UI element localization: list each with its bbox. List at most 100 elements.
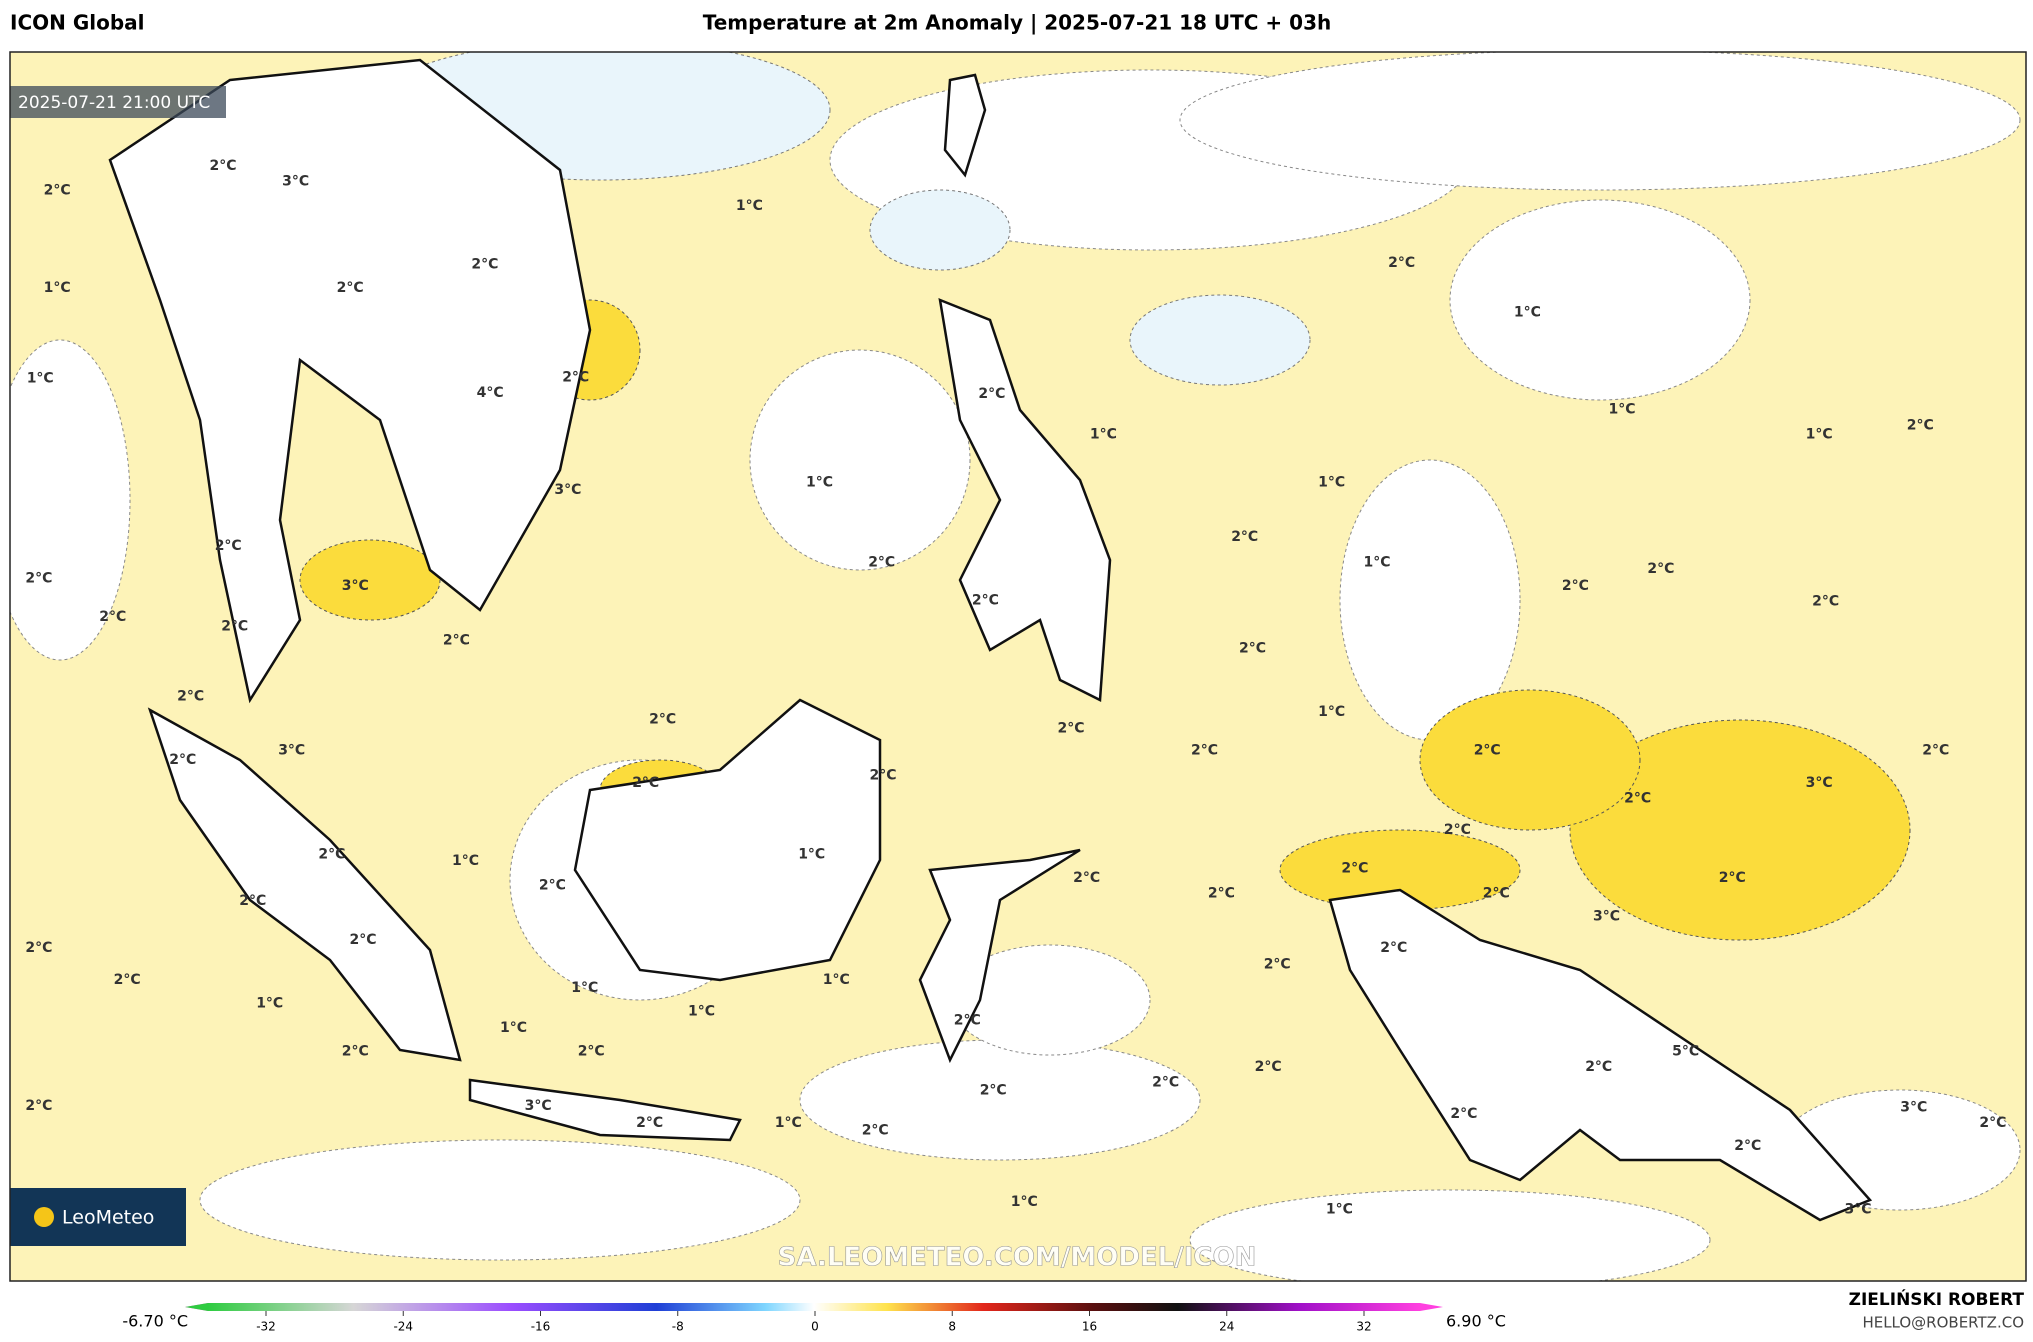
contour-label: 2°C	[1907, 417, 1934, 433]
contour-label: 1°C	[1363, 555, 1390, 571]
contour-label: 2°C	[1191, 743, 1218, 759]
map	[10, 52, 2026, 1281]
contour-label: 2°C	[1922, 743, 1949, 759]
contour-label: 1°C	[1090, 426, 1117, 442]
contour-label: 2°C	[99, 609, 126, 625]
contour-label: 2°C	[869, 767, 896, 783]
watermark: SA.LEOMETEO.COM/MODEL/ICON	[778, 1243, 1257, 1273]
contour-label: 4°C	[477, 385, 504, 401]
logo-sun	[34, 1207, 54, 1227]
colorbar	[208, 1303, 1420, 1311]
contour-label: 2°C	[978, 386, 1005, 402]
contour-label: 2°C	[221, 618, 248, 634]
contour-label: 2°C	[1562, 578, 1589, 594]
model-name: ICON Global	[10, 11, 145, 35]
contour-label: 2°C	[954, 1012, 981, 1028]
timestamp: 2025-07-21 21:00 UTC	[18, 93, 210, 113]
contour-label: 2°C	[25, 1098, 52, 1114]
contour-label: 1°C	[1011, 1194, 1038, 1210]
contour-label: 3°C	[1806, 775, 1833, 791]
contour-label: 2°C	[471, 257, 498, 273]
contour-label: 1°C	[798, 847, 825, 863]
colorbar-tick-label: 8	[948, 1320, 956, 1334]
author: ZIELIŃSKI ROBERT	[1849, 1288, 2025, 1310]
contour-label: 2°C	[1255, 1059, 1282, 1075]
contour-label: 2°C	[1341, 861, 1368, 877]
contour-label: 2°C	[1624, 791, 1651, 807]
contour-label: 1°C	[452, 853, 479, 869]
contour-label: 2°C	[649, 712, 676, 728]
contour-label: 2°C	[209, 158, 236, 174]
contour-label: 2°C	[169, 752, 196, 768]
contour-label: 2°C	[1979, 1115, 2006, 1131]
contour-label: 3°C	[525, 1098, 552, 1114]
contour-label: 1°C	[1514, 305, 1541, 321]
contour-label: 2°C	[239, 893, 266, 909]
contour-label: 3°C	[1900, 1099, 1927, 1115]
contour-label: 2°C	[1388, 255, 1415, 271]
contour-label: 2°C	[1483, 885, 1510, 901]
contour-label: 2°C	[539, 878, 566, 894]
contour-label: 2°C	[562, 369, 589, 385]
contour-label: 2°C	[1444, 822, 1471, 838]
colorbar-min: -6.70 °C	[122, 1312, 188, 1331]
contour-label: 1°C	[806, 474, 833, 490]
contour-label: 1°C	[571, 980, 598, 996]
contour-label: 1°C	[256, 996, 283, 1012]
colorbar-tick-label: 16	[1082, 1320, 1097, 1334]
contour-label: 2°C	[44, 183, 71, 199]
contour-label: 2°C	[1734, 1138, 1761, 1154]
contour-label: 1°C	[44, 280, 71, 296]
contour-label: 3°C	[1593, 909, 1620, 925]
contour-label: 2°C	[1812, 594, 1839, 610]
contour-label: 2°C	[632, 775, 659, 791]
timestamp-box	[10, 86, 226, 118]
contour-label: 1°C	[1318, 474, 1345, 490]
contour-label: 2°C	[25, 570, 52, 586]
contour-label: 2°C	[868, 555, 895, 571]
contour-label: 2°C	[25, 940, 52, 956]
contour-label: 1°C	[1318, 704, 1345, 720]
colorbar-tick-label: 32	[1356, 1320, 1371, 1334]
contour-label: 2°C	[1208, 885, 1235, 901]
colorbar-tick-label: 0	[811, 1320, 819, 1334]
contour-label: 2°C	[1264, 957, 1291, 973]
contour-label: 1°C	[775, 1115, 802, 1131]
contour-label: 3°C	[278, 743, 305, 759]
contour-label: 2°C	[349, 932, 376, 948]
contour-label: 2°C	[177, 688, 204, 704]
contour-label: 1°C	[27, 371, 54, 387]
contour-label: 2°C	[337, 280, 364, 296]
map-title: Temperature at 2m Anomaly | 2025-07-21 1…	[703, 11, 1331, 35]
contour-label: 1°C	[500, 1020, 527, 1036]
contour-label: 2°C	[1719, 870, 1746, 886]
contour-label: 2°C	[578, 1044, 605, 1060]
contour-label: 2°C	[1474, 743, 1501, 759]
contour-label: 2°C	[1239, 640, 1266, 656]
colorbar-end	[185, 1303, 208, 1311]
contour-label: 2°C	[114, 972, 141, 988]
contour-label: 2°C	[1152, 1075, 1179, 1091]
contour-label: 2°C	[636, 1115, 663, 1131]
contour-label: 2°C	[1231, 529, 1258, 545]
contour-label: 2°C	[342, 1044, 369, 1060]
contour-label: 2°C	[980, 1082, 1007, 1098]
contour-label: 1°C	[736, 198, 763, 214]
contour-label: 5°C	[1672, 1044, 1699, 1060]
contour-label: 2°C	[1057, 721, 1084, 737]
contour-label: 1°C	[688, 1003, 715, 1019]
contour-label: 2°C	[1380, 940, 1407, 956]
contour-label: 2°C	[972, 592, 999, 608]
contour-label: 3°C	[554, 482, 581, 498]
contour-label: 2°C	[318, 847, 345, 863]
contour-label: 3°C	[342, 578, 369, 594]
contour-label: 2°C	[1073, 870, 1100, 886]
contour-label: 1°C	[1608, 402, 1635, 418]
email: HELLO@ROBERTZ.CO	[1862, 1314, 2024, 1332]
contour-label: 2°C	[1450, 1106, 1477, 1122]
colorbar-tick-label: -8	[672, 1320, 684, 1334]
contour-label: 2°C	[443, 633, 470, 649]
contour-label: 2°C	[862, 1123, 889, 1139]
map-frame	[9, 51, 2027, 1282]
